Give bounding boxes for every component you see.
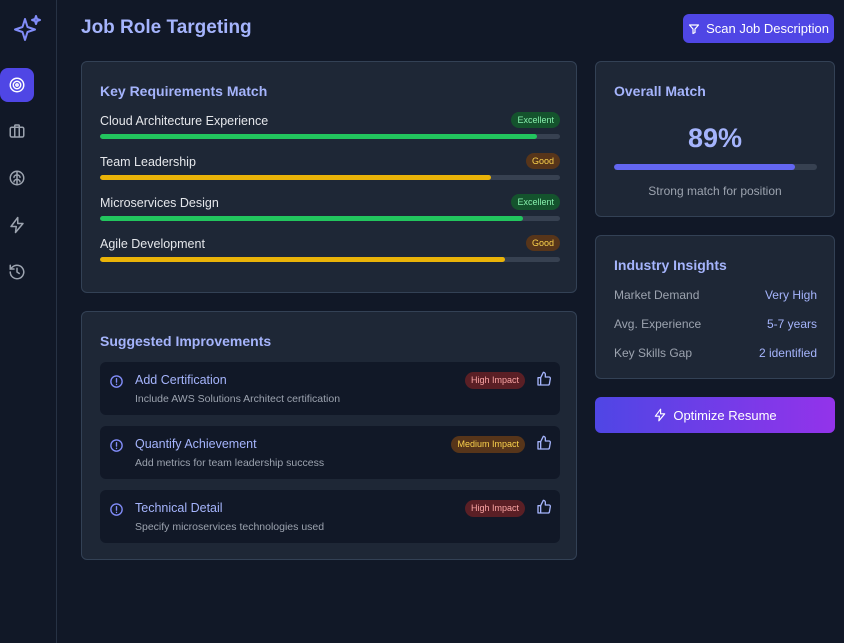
lightning-icon bbox=[655, 408, 666, 422]
scan-job-description-button[interactable]: Scan Job Description bbox=[683, 14, 834, 43]
requirement-badge: Good bbox=[525, 153, 560, 169]
improvement-description: Specify microservices technologies used bbox=[135, 521, 325, 533]
nav-item-jobs[interactable] bbox=[0, 114, 34, 148]
impact-badge: High Impact bbox=[464, 500, 525, 517]
industry-insights-card: Industry Insights Market Demand Very Hig… bbox=[595, 235, 835, 379]
requirement-row: Team Leadership Good bbox=[100, 153, 560, 189]
sidebar bbox=[0, 0, 57, 643]
industry-insights-title: Industry Insights bbox=[614, 257, 727, 273]
impact-badge: Medium Impact bbox=[451, 436, 525, 453]
overall-match-percent: 89% bbox=[687, 123, 743, 153]
overall-match-title: Overall Match bbox=[614, 83, 706, 99]
optimize-resume-button[interactable]: Optimize Resume bbox=[595, 397, 835, 433]
lightning-icon bbox=[10, 216, 24, 234]
requirement-progress-fill bbox=[100, 134, 537, 139]
requirement-label: Agile Development bbox=[100, 237, 205, 251]
nav-item-history[interactable] bbox=[0, 255, 34, 289]
overall-progress-track bbox=[614, 164, 817, 170]
requirement-badge: Excellent bbox=[511, 194, 560, 210]
brain-icon bbox=[9, 170, 25, 186]
requirement-progress-track bbox=[100, 216, 560, 221]
requirement-row: Cloud Architecture Experience Excellent bbox=[100, 112, 560, 148]
optimize-button-label: Optimize Resume bbox=[673, 407, 777, 423]
scan-button-label: Scan Job Description bbox=[706, 21, 829, 36]
filter-icon bbox=[688, 23, 700, 34]
requirement-progress-fill bbox=[100, 175, 491, 180]
insight-value: Very High bbox=[764, 288, 817, 302]
impact-badge: High Impact bbox=[464, 372, 525, 389]
insight-label: Key Skills Gap bbox=[614, 346, 693, 360]
requirement-label: Cloud Architecture Experience bbox=[100, 114, 269, 128]
nav-item-quick-actions[interactable] bbox=[0, 208, 34, 242]
improvement-title: Quantify Achievement bbox=[135, 437, 257, 451]
briefcase-icon bbox=[9, 124, 25, 138]
requirements-title: Key Requirements Match bbox=[100, 83, 268, 99]
requirement-badge: Excellent bbox=[511, 112, 560, 128]
thumbs-up-icon[interactable] bbox=[536, 499, 552, 515]
requirement-label: Microservices Design bbox=[100, 196, 219, 210]
improvement-item[interactable]: Add Certification Include AWS Solutions … bbox=[100, 362, 560, 415]
requirement-progress-track bbox=[100, 134, 560, 139]
improvement-title: Technical Detail bbox=[135, 501, 223, 515]
thumbs-up-icon[interactable] bbox=[536, 371, 552, 387]
thumbs-up-icon[interactable] bbox=[536, 435, 552, 451]
improvements-title: Suggested Improvements bbox=[100, 333, 272, 349]
insight-label: Market Demand bbox=[614, 288, 700, 302]
requirement-label: Team Leadership bbox=[100, 155, 196, 169]
improvement-item[interactable]: Quantify Achievement Add metrics for tea… bbox=[100, 426, 560, 479]
page-title: Job Role Targeting bbox=[81, 17, 252, 38]
nav-item-targeting[interactable] bbox=[0, 68, 34, 102]
requirement-progress-fill bbox=[100, 257, 505, 262]
insight-value: 5-7 years bbox=[766, 317, 817, 331]
requirement-progress-track bbox=[100, 257, 560, 262]
nav-item-skills[interactable] bbox=[0, 161, 34, 195]
improvements-card: Suggested Improvements Add Certification… bbox=[81, 311, 577, 560]
requirement-badge: Good bbox=[525, 235, 560, 251]
overall-progress-fill bbox=[614, 164, 795, 170]
improvement-item[interactable]: Technical Detail Specify microservices t… bbox=[100, 490, 560, 543]
alert-circle-icon bbox=[110, 439, 123, 452]
alert-circle-icon bbox=[110, 375, 123, 388]
improvement-title: Add Certification bbox=[135, 373, 227, 387]
overall-match-card: Overall Match 89% Strong match for posit… bbox=[595, 61, 835, 217]
insight-value: 2 identified bbox=[758, 346, 817, 360]
target-icon bbox=[9, 77, 25, 93]
alert-circle-icon bbox=[110, 503, 123, 516]
history-icon bbox=[9, 264, 25, 280]
requirement-progress-fill bbox=[100, 216, 524, 221]
insight-label: Avg. Experience bbox=[614, 317, 702, 331]
requirement-progress-track bbox=[100, 175, 560, 180]
sparkles-icon[interactable] bbox=[12, 13, 44, 45]
requirements-card: Key Requirements Match Cloud Architectur… bbox=[81, 61, 577, 293]
requirement-row: Microservices Design Excellent bbox=[100, 194, 560, 230]
requirement-row: Agile Development Good bbox=[100, 235, 560, 271]
improvement-description: Include AWS Solutions Architect certific… bbox=[135, 393, 341, 405]
overall-match-note: Strong match for position bbox=[648, 184, 782, 198]
improvement-description: Add metrics for team leadership success bbox=[135, 457, 325, 469]
